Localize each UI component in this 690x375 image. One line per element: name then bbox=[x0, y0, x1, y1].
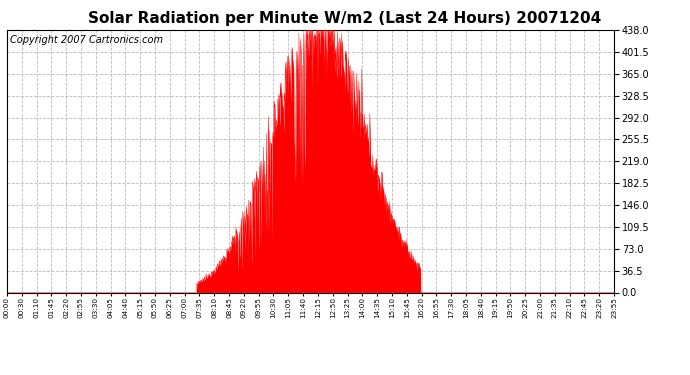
Text: Copyright 2007 Cartronics.com: Copyright 2007 Cartronics.com bbox=[10, 35, 163, 45]
Text: Solar Radiation per Minute W/m2 (Last 24 Hours) 20071204: Solar Radiation per Minute W/m2 (Last 24… bbox=[88, 11, 602, 26]
